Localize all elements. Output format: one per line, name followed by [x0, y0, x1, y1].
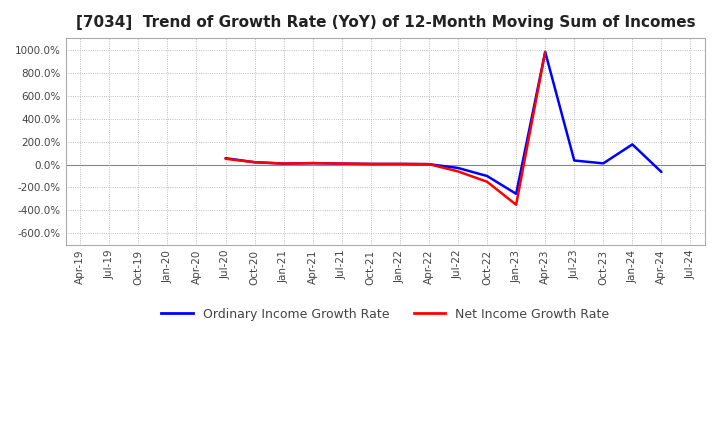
Net Income Growth Rate [395, 161, 404, 167]
Net Income Growth Rate [512, 202, 521, 207]
Net Income Growth Rate [541, 49, 549, 55]
Ordinary Income Growth Rate [425, 161, 433, 167]
Title: [7034]  Trend of Growth Rate (YoY) of 12-Month Moving Sum of Incomes: [7034] Trend of Growth Rate (YoY) of 12-… [76, 15, 696, 30]
Ordinary Income Growth Rate [657, 169, 666, 175]
Ordinary Income Growth Rate [395, 161, 404, 167]
Net Income Growth Rate [425, 161, 433, 167]
Net Income Growth Rate [366, 161, 375, 167]
Ordinary Income Growth Rate [628, 142, 636, 147]
Ordinary Income Growth Rate [338, 161, 346, 166]
Legend: Ordinary Income Growth Rate, Net Income Growth Rate: Ordinary Income Growth Rate, Net Income … [156, 303, 614, 326]
Ordinary Income Growth Rate [279, 161, 288, 166]
Line: Ordinary Income Growth Rate: Ordinary Income Growth Rate [225, 52, 662, 194]
Net Income Growth Rate [279, 161, 288, 166]
Ordinary Income Growth Rate [541, 49, 549, 55]
Net Income Growth Rate [308, 161, 317, 166]
Net Income Growth Rate [338, 161, 346, 166]
Net Income Growth Rate [221, 156, 230, 161]
Ordinary Income Growth Rate [251, 160, 259, 165]
Ordinary Income Growth Rate [570, 158, 579, 163]
Ordinary Income Growth Rate [482, 173, 491, 179]
Net Income Growth Rate [482, 179, 491, 184]
Net Income Growth Rate [454, 169, 462, 174]
Ordinary Income Growth Rate [599, 161, 608, 166]
Ordinary Income Growth Rate [454, 165, 462, 171]
Net Income Growth Rate [251, 160, 259, 165]
Ordinary Income Growth Rate [512, 191, 521, 196]
Ordinary Income Growth Rate [308, 161, 317, 166]
Ordinary Income Growth Rate [221, 156, 230, 161]
Line: Net Income Growth Rate: Net Income Growth Rate [225, 52, 545, 205]
Ordinary Income Growth Rate [366, 161, 375, 167]
